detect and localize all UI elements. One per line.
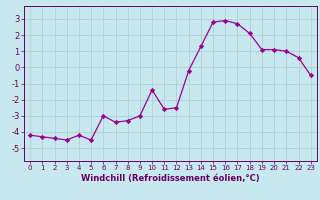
- X-axis label: Windchill (Refroidissement éolien,°C): Windchill (Refroidissement éolien,°C): [81, 174, 260, 183]
